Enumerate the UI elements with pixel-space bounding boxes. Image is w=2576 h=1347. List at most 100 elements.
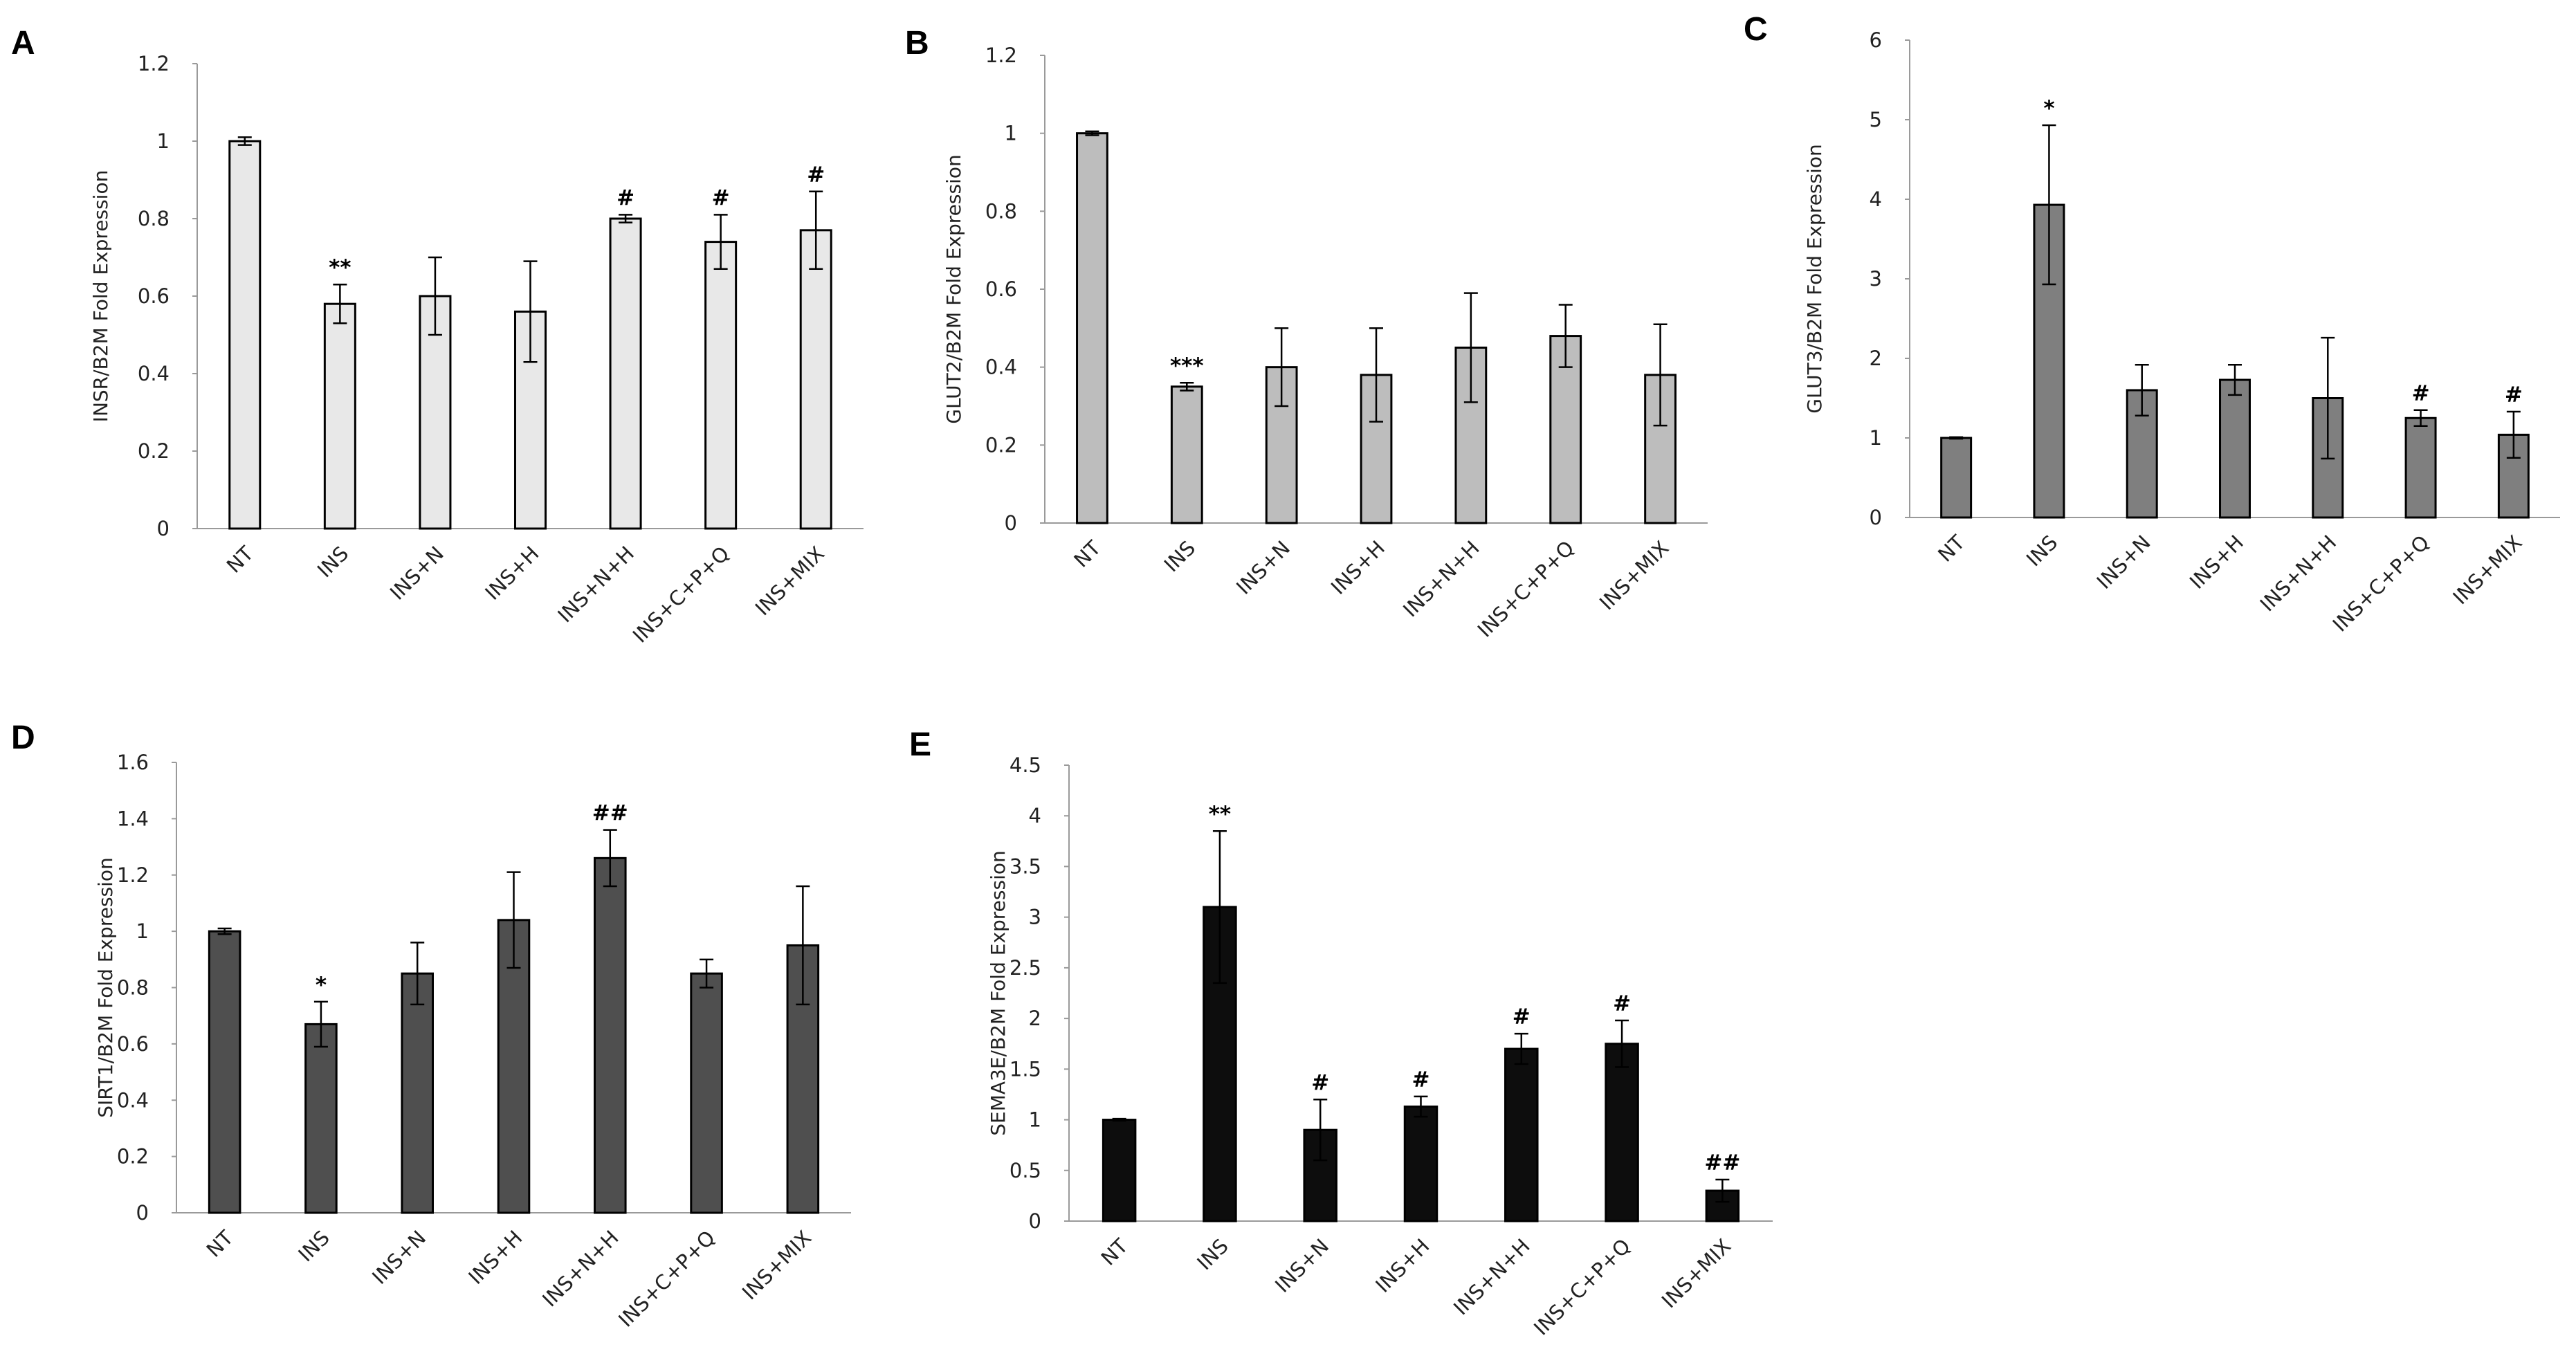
y-tick-label: 1 xyxy=(157,129,170,153)
x-tick-label: INS+N xyxy=(2092,531,2155,594)
x-tick-label: INS xyxy=(1192,1234,1232,1274)
significance-mark: # xyxy=(616,185,634,210)
x-tick-label: INS+N+H xyxy=(2256,531,2341,616)
bar xyxy=(208,930,241,1214)
x-tick-label: INS+MIX xyxy=(2448,531,2526,609)
chart-svg: A 0 0.2 0.4 0.6 0.8 1 1.2 INSR/B2M Fold Expressi… xyxy=(11,25,864,648)
bar xyxy=(1076,132,1108,524)
x-tick-label: NT xyxy=(1097,1234,1133,1270)
significance-mark: ## xyxy=(1704,1151,1740,1175)
y-tick-label: 1 xyxy=(1870,426,1882,450)
significance-mark: *** xyxy=(1170,354,1204,378)
y-tick-label: 1.2 xyxy=(138,52,170,75)
x-tick-label: INS+C+P+Q xyxy=(1529,1234,1635,1340)
significance-mark: # xyxy=(2412,381,2430,406)
panel-letter: D xyxy=(11,720,35,756)
x-tick-label: INS xyxy=(1160,536,1200,576)
bar xyxy=(690,972,723,1214)
chart-svg: E 0 0.5 1 1.5 2 2.5 3 3.5 4 4.5 SEMA3E/B2M Fold Exp… xyxy=(909,726,1773,1340)
bar xyxy=(1170,385,1203,524)
y-tick-label: 2 xyxy=(1029,1007,1041,1030)
error-bar xyxy=(700,958,714,989)
bar xyxy=(304,1023,338,1214)
error-bar xyxy=(1615,1019,1629,1068)
error-bar xyxy=(1180,381,1194,392)
y-tick-label: 0.2 xyxy=(138,439,170,463)
bar xyxy=(609,217,642,530)
y-tick-label: 0.6 xyxy=(117,1032,149,1056)
y-tick-label: 4 xyxy=(1029,804,1041,827)
y-axis-label: GLUT2/B2M Fold Expression xyxy=(942,154,965,424)
y-tick-label: 1.5 xyxy=(1010,1057,1041,1081)
bar xyxy=(323,302,356,530)
panel-letter: A xyxy=(11,25,35,62)
chart-panel-d: D 0 0.2 0.4 0.6 0.8 1 1.2 1.4 1.6 SIRT1/B2M Fold E… xyxy=(0,692,899,1347)
y-tick-label: 1 xyxy=(1005,122,1017,145)
y-tick-label: 3 xyxy=(1029,906,1041,929)
y-tick-label: 0.6 xyxy=(985,277,1017,301)
chart-svg: D 0 0.2 0.4 0.6 0.8 1 1.2 1.4 1.6 SIRT1/B2M Fold E… xyxy=(11,720,851,1332)
x-tick-label: INS+N+H xyxy=(553,542,639,627)
panel-letter: C xyxy=(1744,11,1768,48)
error-bar xyxy=(428,256,442,336)
error-bar xyxy=(2321,336,2335,460)
x-tick-label: INS+C+P+Q xyxy=(614,1226,720,1332)
significance-mark: # xyxy=(712,185,730,210)
y-axis-label: SIRT1/B2M Fold Expression xyxy=(94,857,117,1118)
error-bar xyxy=(809,190,823,271)
significance-mark: # xyxy=(1613,991,1631,1016)
error-bar xyxy=(313,1000,328,1048)
panel-letter: B xyxy=(905,25,929,62)
significance-mark: ** xyxy=(1209,802,1231,827)
x-tick-label: INS+H xyxy=(480,542,543,605)
x-tick-label: INS xyxy=(293,1226,334,1266)
x-tick-label: INS+N xyxy=(385,542,448,605)
error-bar xyxy=(237,136,252,146)
x-tick-label: INS+N xyxy=(1232,536,1295,599)
y-tick-label: 0 xyxy=(1029,1209,1041,1233)
significance-mark: # xyxy=(1412,1067,1430,1092)
y-tick-label: 0 xyxy=(1005,511,1017,535)
x-tick-label: INS+H xyxy=(2185,531,2248,594)
significance-mark: ## xyxy=(592,801,628,826)
error-bar xyxy=(523,260,538,363)
x-tick-label: INS+H xyxy=(464,1226,527,1289)
chart-svg: C 0 1 2 3 4 5 6 GLUT3/B2M Fold Expression NT * INS I… xyxy=(1744,11,2560,636)
y-tick-label: 0.4 xyxy=(117,1088,149,1112)
significance-mark: # xyxy=(1513,1005,1531,1029)
x-tick-label: INS+C+P+Q xyxy=(2328,531,2434,636)
y-tick-label: 0.4 xyxy=(138,362,170,385)
y-tick-label: 5 xyxy=(1870,108,1882,131)
x-tick-label: INS+MIX xyxy=(738,1226,816,1304)
x-tick-label: INS+N+H xyxy=(1449,1234,1535,1320)
error-bar xyxy=(1369,327,1383,423)
error-bar xyxy=(1558,304,1573,368)
x-tick-label: INS+C+P+Q xyxy=(628,542,734,648)
bar xyxy=(1605,1043,1639,1222)
chart-panel-c: C 0 1 2 3 4 5 6 GLUT3/B2M Fold Expression NT * INS I… xyxy=(1744,0,2576,692)
y-tick-label: 2.5 xyxy=(1010,956,1041,980)
error-bar xyxy=(410,942,425,1006)
bar xyxy=(594,856,627,1214)
error-bar xyxy=(2506,410,2521,459)
y-tick-label: 4.5 xyxy=(1010,753,1041,777)
bar xyxy=(1940,437,1973,519)
error-bar xyxy=(1463,292,1478,403)
y-tick-label: 6 xyxy=(1870,28,1882,52)
x-tick-label: NT xyxy=(222,542,258,578)
error-bar xyxy=(1112,1117,1126,1122)
error-bar xyxy=(713,214,728,271)
y-tick-label: 4 xyxy=(1870,187,1882,211)
bar xyxy=(1203,906,1237,1222)
error-bar xyxy=(619,214,633,223)
error-bar xyxy=(2228,363,2242,396)
x-tick-label: INS+MIX xyxy=(1595,536,1673,614)
error-bar xyxy=(603,829,617,888)
y-tick-label: 1.2 xyxy=(985,44,1017,67)
significance-mark: # xyxy=(807,163,825,187)
chart-svg: B 0 0.2 0.4 0.6 0.8 1 1.2 GLUT2/B2M Fold Express… xyxy=(905,25,1708,642)
y-tick-label: 0.8 xyxy=(985,199,1017,223)
x-tick-label: INS+MIX xyxy=(1657,1234,1735,1312)
error-bar xyxy=(796,885,810,1006)
bar xyxy=(1102,1119,1137,1222)
